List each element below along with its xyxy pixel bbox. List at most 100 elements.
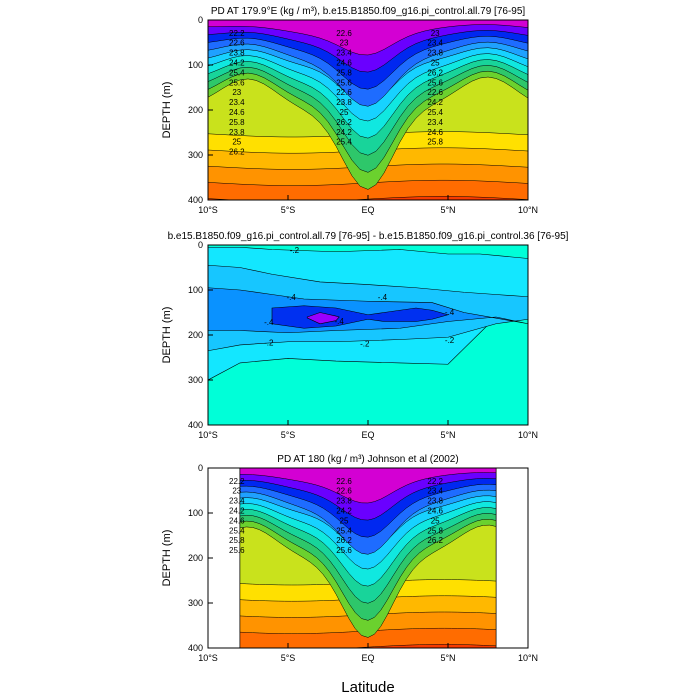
contour-label: 24.6 bbox=[229, 516, 245, 525]
contour-label: 23.8 bbox=[336, 98, 352, 107]
contour-label: 25.6 bbox=[336, 546, 352, 555]
contour-label: 23.4 bbox=[427, 118, 443, 127]
contour-label: 22.2 bbox=[229, 477, 245, 486]
contour-label: -.2 bbox=[290, 246, 300, 255]
contour-label: 23.8 bbox=[427, 49, 443, 58]
contour-label: -.4 bbox=[335, 317, 345, 326]
contour-label: 24.6 bbox=[427, 128, 443, 137]
x-tick-label: 10°N bbox=[518, 430, 538, 440]
panel-title: b.e15.B1850.f09_g16.pi_control.all.79 [7… bbox=[168, 231, 569, 242]
contour-label: 24.6 bbox=[229, 108, 245, 117]
contour-label: 23 bbox=[431, 29, 440, 38]
contour-label: 23.8 bbox=[229, 49, 245, 58]
contour-label: 23.8 bbox=[336, 497, 352, 506]
x-tick-label: 10°N bbox=[518, 653, 538, 663]
contour-label: -.2 bbox=[264, 338, 274, 347]
y-tick-label: 300 bbox=[188, 375, 203, 385]
y-tick-label: 100 bbox=[188, 285, 203, 295]
contour-label: 25.6 bbox=[229, 78, 245, 87]
contour-label: 24.2 bbox=[336, 128, 352, 137]
contour-label: 23 bbox=[340, 39, 349, 48]
contour-label: 26.2 bbox=[427, 536, 443, 545]
y-tick-label: 200 bbox=[188, 330, 203, 340]
contour-label: 22.6 bbox=[336, 487, 352, 496]
x-tick-label: EQ bbox=[361, 205, 374, 215]
contour-label: 23 bbox=[232, 487, 241, 496]
contour-label: 24.2 bbox=[427, 98, 443, 107]
contour-label: 22.2 bbox=[427, 477, 443, 486]
contour-label: -.4 bbox=[287, 293, 297, 302]
y-tick-label: 400 bbox=[188, 643, 203, 653]
contour-label: 22.6 bbox=[336, 29, 352, 38]
y-tick-label: 0 bbox=[198, 240, 203, 250]
contour-label: 23.8 bbox=[229, 128, 245, 137]
contour-label: 25.4 bbox=[229, 68, 245, 77]
contour-label: 25.4 bbox=[229, 526, 245, 535]
panel-3: 22.2 22.6 22.223 22.6 23.423.4 23.8 23.824.2 24… bbox=[161, 454, 538, 663]
x-tick-label: 5°S bbox=[281, 205, 296, 215]
contour-label: 23.4 bbox=[427, 39, 443, 48]
contour-label: 23 bbox=[232, 88, 241, 97]
x-tick-label: 10°S bbox=[198, 205, 218, 215]
y-tick-label: 0 bbox=[198, 15, 203, 25]
contour-label: 26.2 bbox=[229, 148, 245, 157]
contour-label: 25.4 bbox=[336, 526, 352, 535]
y-tick-label: 400 bbox=[188, 195, 203, 205]
contour-band-3 bbox=[271, 305, 450, 329]
y-axis-label: DEPTH (m) bbox=[161, 82, 173, 139]
x-tick-label: 10°N bbox=[518, 205, 538, 215]
contour-label: 25 bbox=[340, 108, 349, 117]
contour-label: 22.6 bbox=[336, 88, 352, 97]
contour-label: 26.2 bbox=[336, 536, 352, 545]
contour-label: 25.8 bbox=[427, 526, 443, 535]
contour-label: 25.8 bbox=[229, 536, 245, 545]
contour-band-4 bbox=[306, 312, 340, 325]
x-tick-label: 5°N bbox=[440, 430, 455, 440]
contour-label: 24.2 bbox=[229, 506, 245, 515]
contour-label: 25.4 bbox=[336, 138, 352, 147]
x-axis-label: Latitude bbox=[341, 679, 394, 696]
contour-label: 23.4 bbox=[229, 98, 245, 107]
contour-label: 23.4 bbox=[229, 497, 245, 506]
y-axis-label: DEPTH (m) bbox=[161, 530, 173, 587]
contour-label: -.4 bbox=[264, 318, 274, 327]
y-tick-label: 200 bbox=[188, 105, 203, 115]
contour-label: 22.6 bbox=[336, 477, 352, 486]
y-tick-label: 0 bbox=[198, 463, 203, 473]
y-axis-label: DEPTH (m) bbox=[161, 307, 173, 364]
panel-title: PD AT 180 (kg / m³) Johnson et al (2002) bbox=[277, 454, 458, 465]
contour-label: 22.6 bbox=[427, 88, 443, 97]
contour-label: 24.6 bbox=[336, 58, 352, 67]
x-tick-label: 10°S bbox=[198, 430, 218, 440]
contour-label: 25.6 bbox=[229, 546, 245, 555]
contour-label: 26.2 bbox=[427, 68, 443, 77]
y-tick-label: 100 bbox=[188, 508, 203, 518]
contour-label: 25.8 bbox=[427, 138, 443, 147]
contour-label: -.4 bbox=[445, 308, 455, 317]
contour-label: 23.8 bbox=[427, 497, 443, 506]
x-tick-label: 5°N bbox=[440, 205, 455, 215]
contour-label: 25 bbox=[232, 138, 241, 147]
contour-band-0 bbox=[239, 468, 497, 504]
contour-label: -.2 bbox=[360, 339, 370, 348]
contour-label: -.4 bbox=[378, 293, 388, 302]
contour-band-0 bbox=[208, 20, 528, 56]
y-tick-label: 400 bbox=[188, 420, 203, 430]
contour-label: 24.6 bbox=[427, 506, 443, 515]
y-tick-label: 200 bbox=[188, 553, 203, 563]
contour-label: 25.4 bbox=[427, 108, 443, 117]
contour-label: -.2 bbox=[445, 336, 455, 345]
contour-label: 25.8 bbox=[229, 118, 245, 127]
panel-title: PD AT 179.9°E (kg / m³), b.e15.B1850.f09… bbox=[211, 6, 526, 17]
contour-label: 24.2 bbox=[229, 58, 245, 67]
contour-label: 26.2 bbox=[336, 118, 352, 127]
x-tick-label: EQ bbox=[361, 430, 374, 440]
y-tick-label: 300 bbox=[188, 598, 203, 608]
contour-label: 24.2 bbox=[336, 506, 352, 515]
contour-label: 22.6 bbox=[229, 39, 245, 48]
contour-label: 25.6 bbox=[427, 78, 443, 87]
x-tick-label: 10°S bbox=[198, 653, 218, 663]
y-tick-label: 100 bbox=[188, 60, 203, 70]
